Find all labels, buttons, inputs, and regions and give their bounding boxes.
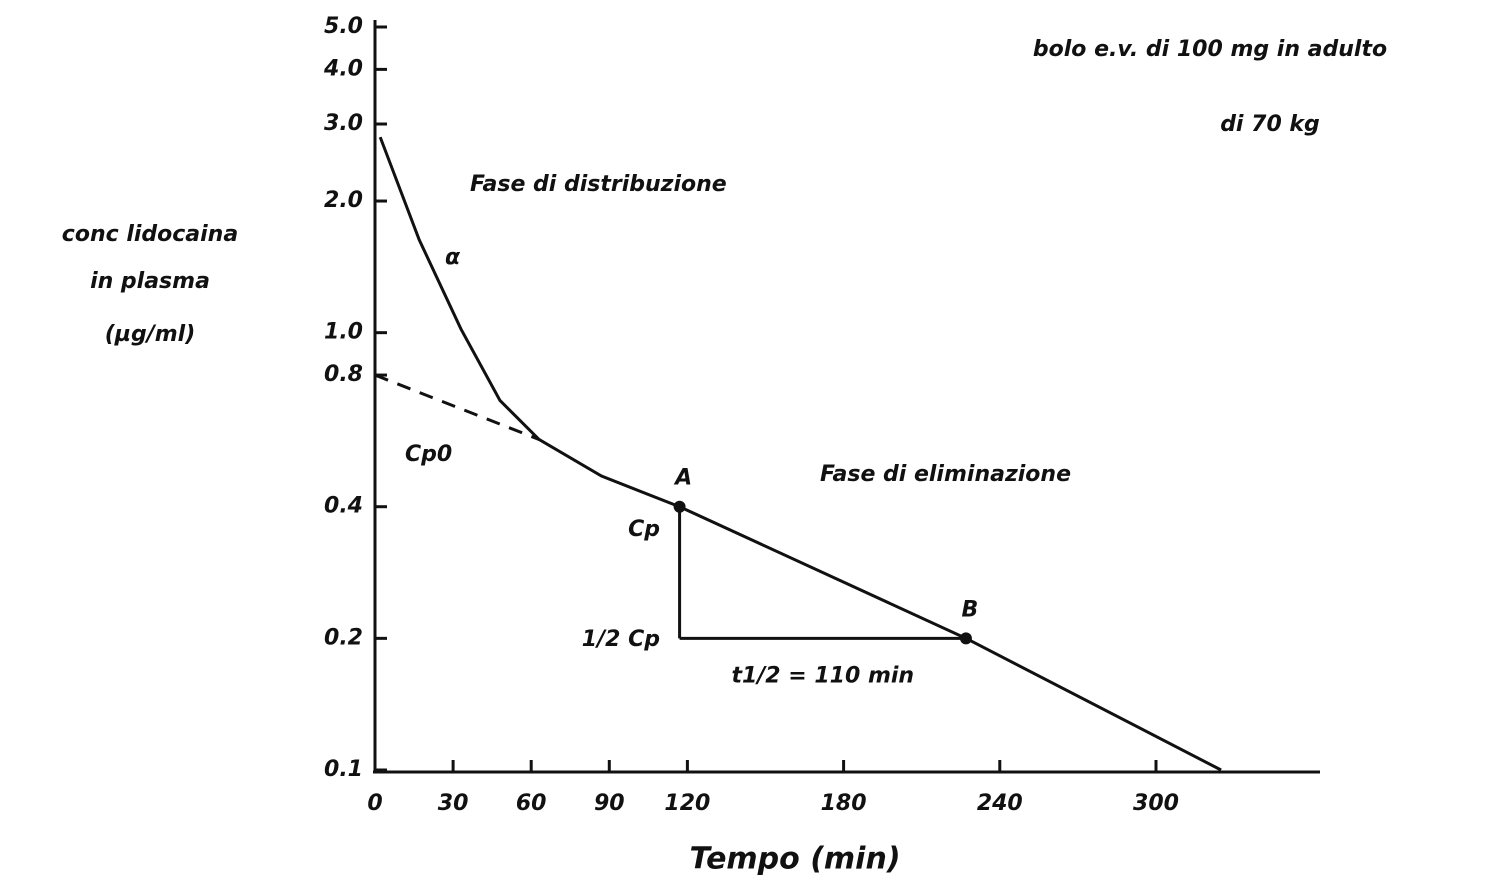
y-tick-label: 3.0 [324,111,363,136]
y-tick-label: 1.0 [324,320,363,345]
y-tick-label: 5.0 [324,14,363,39]
x-tick-label: 180 [821,791,867,816]
y-axis-label: in plasma [90,269,210,294]
x-tick-label: 90 [594,791,625,816]
x-tick-label: 30 [438,791,469,816]
y-tick-label: 2.0 [324,188,363,213]
annotation: Fase di eliminazione [820,462,1071,487]
annotation: α [445,245,461,270]
annotation: Cp0 [405,442,452,467]
y-tick-label: 4.0 [323,56,363,81]
chart-subtitle: di 70 kg [1220,112,1320,137]
point-label: A [673,466,692,491]
x-tick-label: 60 [516,791,547,816]
chart-title: bolo e.v. di 100 mg in adulto [1033,37,1387,62]
y-tick-label: 0.8 [324,362,363,387]
x-tick-label: 0 [367,791,382,816]
x-axis-label: Tempo (min) [689,842,900,877]
x-tick-label: 300 [1133,791,1179,816]
half-life-label: t1/2 = 110 min [731,663,914,688]
y-axis-label: (µg/ml) [105,322,196,347]
x-tick-label: 120 [664,791,710,816]
y-axis-label: conc lidocaina [62,222,238,247]
y-tick-label: 0.2 [324,625,363,650]
annotation: 1/2 Cp [582,627,660,652]
y-tick-label: 0.1 [324,757,363,782]
point-label: B [962,597,979,622]
y-tick-label: 0.4 [324,494,363,519]
annotation: Cp [628,517,660,542]
x-tick-label: 240 [977,791,1023,816]
extrapolation-line [374,373,540,441]
annotation: Fase di distribuzione [470,172,727,197]
